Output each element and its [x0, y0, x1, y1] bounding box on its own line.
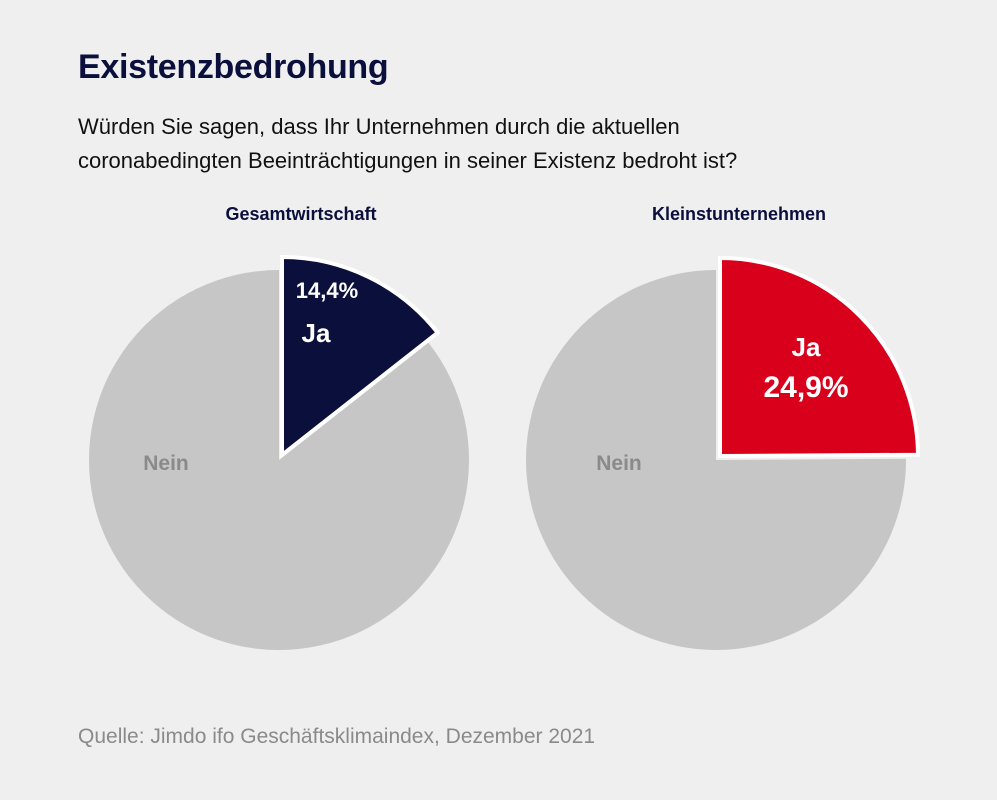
slice-label-nein: Nein: [596, 452, 642, 475]
pie-title-kleinstunternehmen: Kleinstunternehmen: [651, 204, 827, 224]
slice-label-nein: Nein: [143, 452, 189, 475]
source-note: Quelle: Jimdo ifo Geschäftsklimaindex, D…: [78, 725, 596, 748]
chart-subtitle: Würden Sie sagen, dass Ihr Unternehmen d…: [78, 114, 738, 173]
chart-title: Existenzbedrohung: [78, 48, 389, 86]
slice-value-label-ja: 24,9%: [763, 371, 848, 404]
pie-slice-nein: [89, 270, 470, 650]
pie-chart-gesamtwirtschaft: 14,4% Ja Nein: [89, 254, 470, 650]
pie-chart-kleinstunternehmen: Ja 24,9% Nein: [526, 255, 921, 650]
slice-value-label-ja: 14,4%: [296, 278, 358, 303]
slice-label-ja: Ja: [792, 332, 821, 362]
pie-slice-ja: [718, 255, 921, 459]
slice-label-ja: Ja: [302, 318, 331, 348]
pie-slice-ja: [280, 254, 441, 460]
pie-slice-nein: [526, 270, 906, 650]
pie-title-gesamtwirtschaft: Gesamtwirtschaft: [225, 204, 377, 224]
